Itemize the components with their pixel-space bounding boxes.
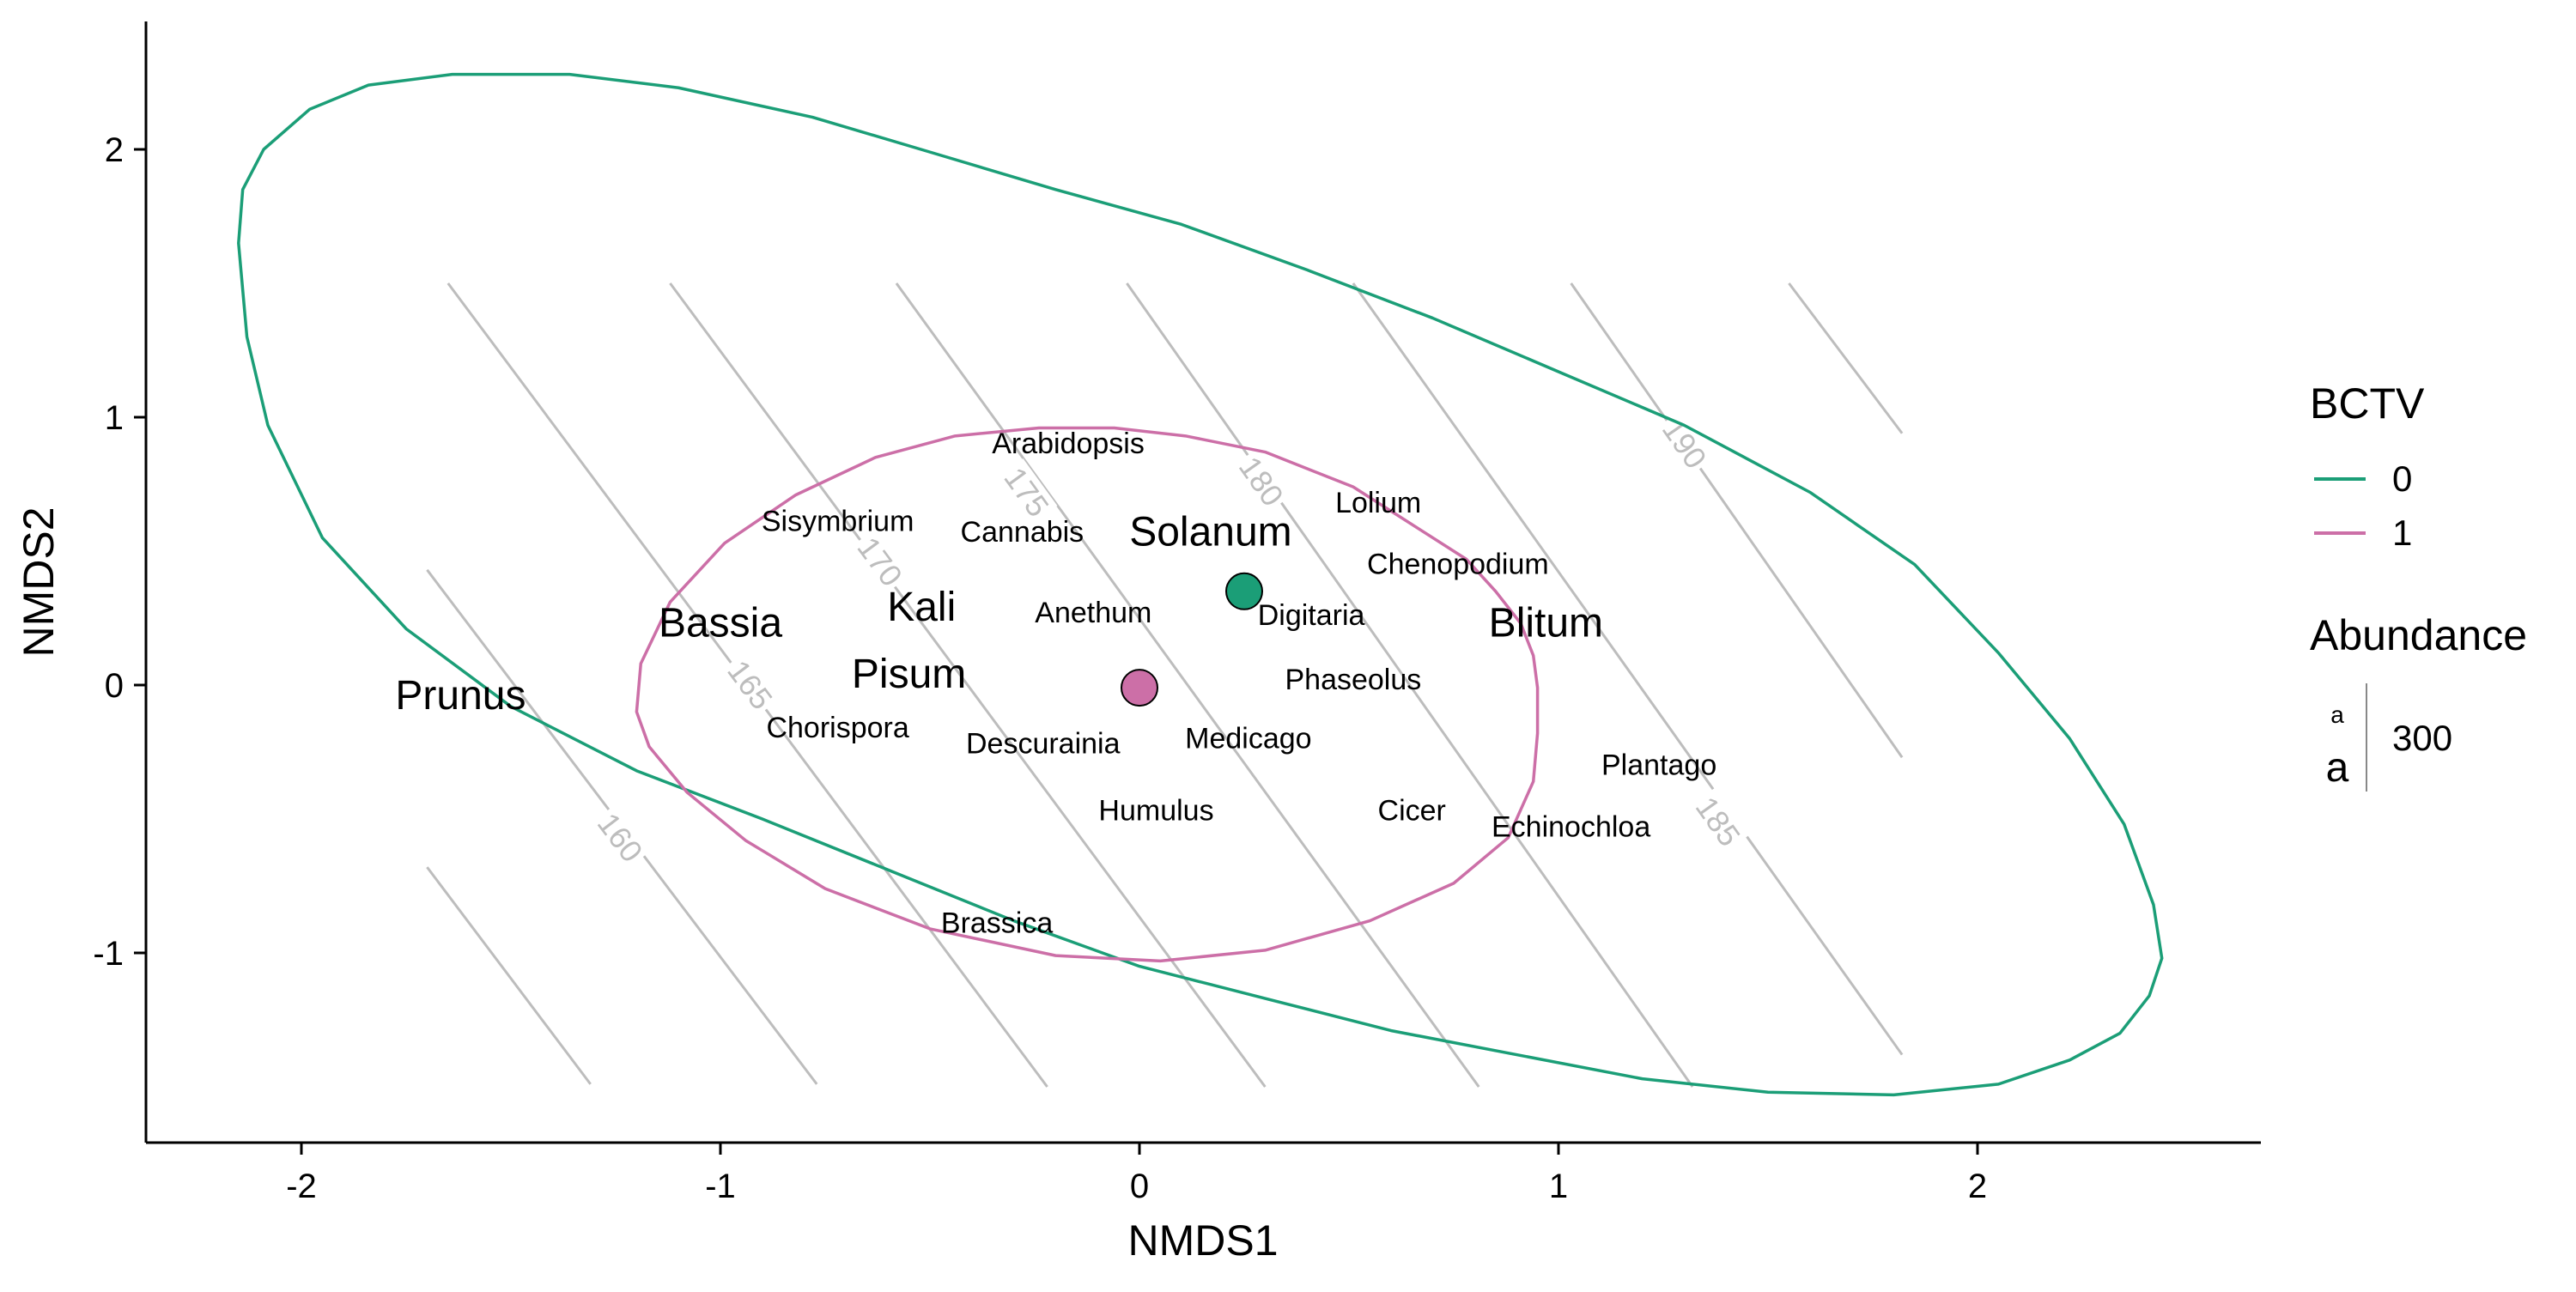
species-label-kali: Kali xyxy=(887,585,956,630)
species-label-echinochloa: Echinochloa xyxy=(1492,810,1650,843)
centroid-layer xyxy=(1121,572,1263,707)
x-axis-title: NMDS1 xyxy=(1127,1216,1278,1265)
species-label-pisum: Pisum xyxy=(852,652,966,697)
contour-label-bg xyxy=(588,804,652,872)
species-label-descurainia: Descurainia xyxy=(966,728,1121,761)
species-label-arabidopsis: Arabidopsis xyxy=(992,428,1145,460)
legend-title-abundance: Abundance xyxy=(2310,611,2527,659)
contour-label-bg xyxy=(1230,447,1292,516)
legend-label-0: 0 xyxy=(2392,458,2412,499)
x-tick-label: -2 xyxy=(286,1168,317,1205)
contour-label-bg xyxy=(718,651,781,719)
species-label-brassica: Brassica xyxy=(941,907,1053,940)
contour-label: 190 xyxy=(1656,413,1714,476)
contour-label-bg xyxy=(1653,409,1716,478)
legend: BCTV 0 1 Abundance a a 300 xyxy=(2310,379,2527,792)
contour-label-bg xyxy=(848,528,911,596)
y-axis-title: NMDS2 xyxy=(15,506,63,657)
species-label-anethum: Anethum xyxy=(1035,597,1151,629)
legend-size-large-glyph: a xyxy=(2326,745,2349,791)
species-label-sisymbrium: Sisymbrium xyxy=(762,506,914,538)
contour-line xyxy=(1126,282,1694,1088)
contour-line xyxy=(669,282,1267,1088)
centroid-point-bctv-0 xyxy=(1225,572,1263,610)
contour-label: 160 xyxy=(591,806,650,869)
x-tick-label: -1 xyxy=(705,1168,736,1205)
y-tick-layer: -1 0 1 2 xyxy=(93,131,146,973)
y-tick-label: -1 xyxy=(93,935,124,973)
species-label-blitum: Blitum xyxy=(1489,601,1603,646)
species-label-plantago: Plantago xyxy=(1601,749,1716,782)
species-label-phaseolus: Phaseolus xyxy=(1285,664,1421,696)
species-label-bassia: Bassia xyxy=(659,601,782,646)
contour-line xyxy=(1788,282,1904,434)
species-label-cicer: Cicer xyxy=(1378,795,1446,828)
legend-label-1: 1 xyxy=(2392,513,2412,553)
contour-label: 185 xyxy=(1689,790,1747,852)
contour-label-bg xyxy=(995,458,1058,526)
x-tick-label: 2 xyxy=(1968,1168,1987,1205)
contour-label: 165 xyxy=(720,653,780,716)
x-tick-layer: -2 -1 0 1 2 xyxy=(286,1143,1987,1205)
species-label-chenopodium: Chenopodium xyxy=(1367,549,1549,581)
legend-size-value: 300 xyxy=(2392,718,2452,758)
x-tick-label: 0 xyxy=(1130,1168,1149,1205)
species-label-solanum: Solanum xyxy=(1129,510,1291,555)
species-label-humulus: Humulus xyxy=(1098,795,1213,828)
axes-layer: -2 -1 0 1 2 -1 0 1 2 NMDS1 NMDS2 xyxy=(15,21,2261,1265)
y-tick-label: 2 xyxy=(105,131,124,169)
ellipse-bctv-0 xyxy=(237,72,2164,1097)
species-label-digitaria: Digitaria xyxy=(1258,599,1365,632)
y-tick-label: 1 xyxy=(105,399,124,437)
ellipse-layer xyxy=(237,72,2164,1097)
species-label-layer: Prunus Bassia Kali Pisum Solanum Blitum Arabid… xyxy=(395,428,1716,939)
contour-label-bg xyxy=(1686,787,1749,856)
contour-line xyxy=(426,866,592,1085)
ellipse-bctv-1 xyxy=(635,426,1540,963)
contour-label: 175 xyxy=(997,461,1055,524)
centroid-point-bctv-1 xyxy=(1121,669,1158,707)
species-label-cannabis: Cannabis xyxy=(961,516,1084,549)
legend-size-small-glyph: a xyxy=(2330,701,2344,728)
legend-title-bctv: BCTV xyxy=(2310,379,2425,428)
species-label-medicago: Medicago xyxy=(1185,722,1311,755)
y-tick-label: 0 xyxy=(105,667,124,705)
species-label-chorispora: Chorispora xyxy=(766,712,908,744)
contour-line xyxy=(895,282,1480,1088)
x-tick-label: 1 xyxy=(1549,1168,1568,1205)
species-label-prunus: Prunus xyxy=(395,673,526,719)
species-label-lolium: Lolium xyxy=(1335,487,1421,519)
contour-line xyxy=(1352,282,1904,1056)
contour-line xyxy=(1570,282,1904,759)
